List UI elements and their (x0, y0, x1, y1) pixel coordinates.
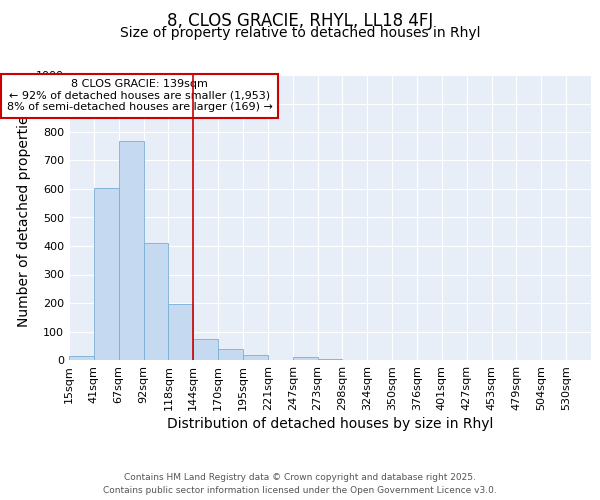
Bar (94, 188, 119, 360)
Text: Contains HM Land Registry data © Crown copyright and database right 2025.: Contains HM Land Registry data © Crown c… (124, 472, 476, 482)
Bar (69, 356, 94, 360)
Bar (243, 355, 268, 360)
Bar (218, 348, 243, 360)
Text: 8, CLOS GRACIE, RHYL, LL18 4FJ: 8, CLOS GRACIE, RHYL, LL18 4FJ (167, 12, 433, 30)
Bar (169, 304, 193, 360)
Text: 8 CLOS GRACIE: 139sqm
← 92% of detached houses are smaller (1,953)
8% of semi-de: 8 CLOS GRACIE: 139sqm ← 92% of detached … (7, 80, 272, 112)
Bar (317, 358, 343, 360)
Bar (119, 140, 143, 360)
Y-axis label: Number of detached properties: Number of detached properties (17, 108, 31, 327)
Text: Contains public sector information licensed under the Open Government Licence v3: Contains public sector information licen… (103, 486, 497, 495)
Bar (293, 356, 317, 360)
X-axis label: Distribution of detached houses by size in Rhyl: Distribution of detached houses by size … (167, 417, 493, 431)
Bar (143, 243, 169, 360)
Bar (193, 338, 218, 360)
Text: Size of property relative to detached houses in Rhyl: Size of property relative to detached ho… (120, 26, 480, 40)
